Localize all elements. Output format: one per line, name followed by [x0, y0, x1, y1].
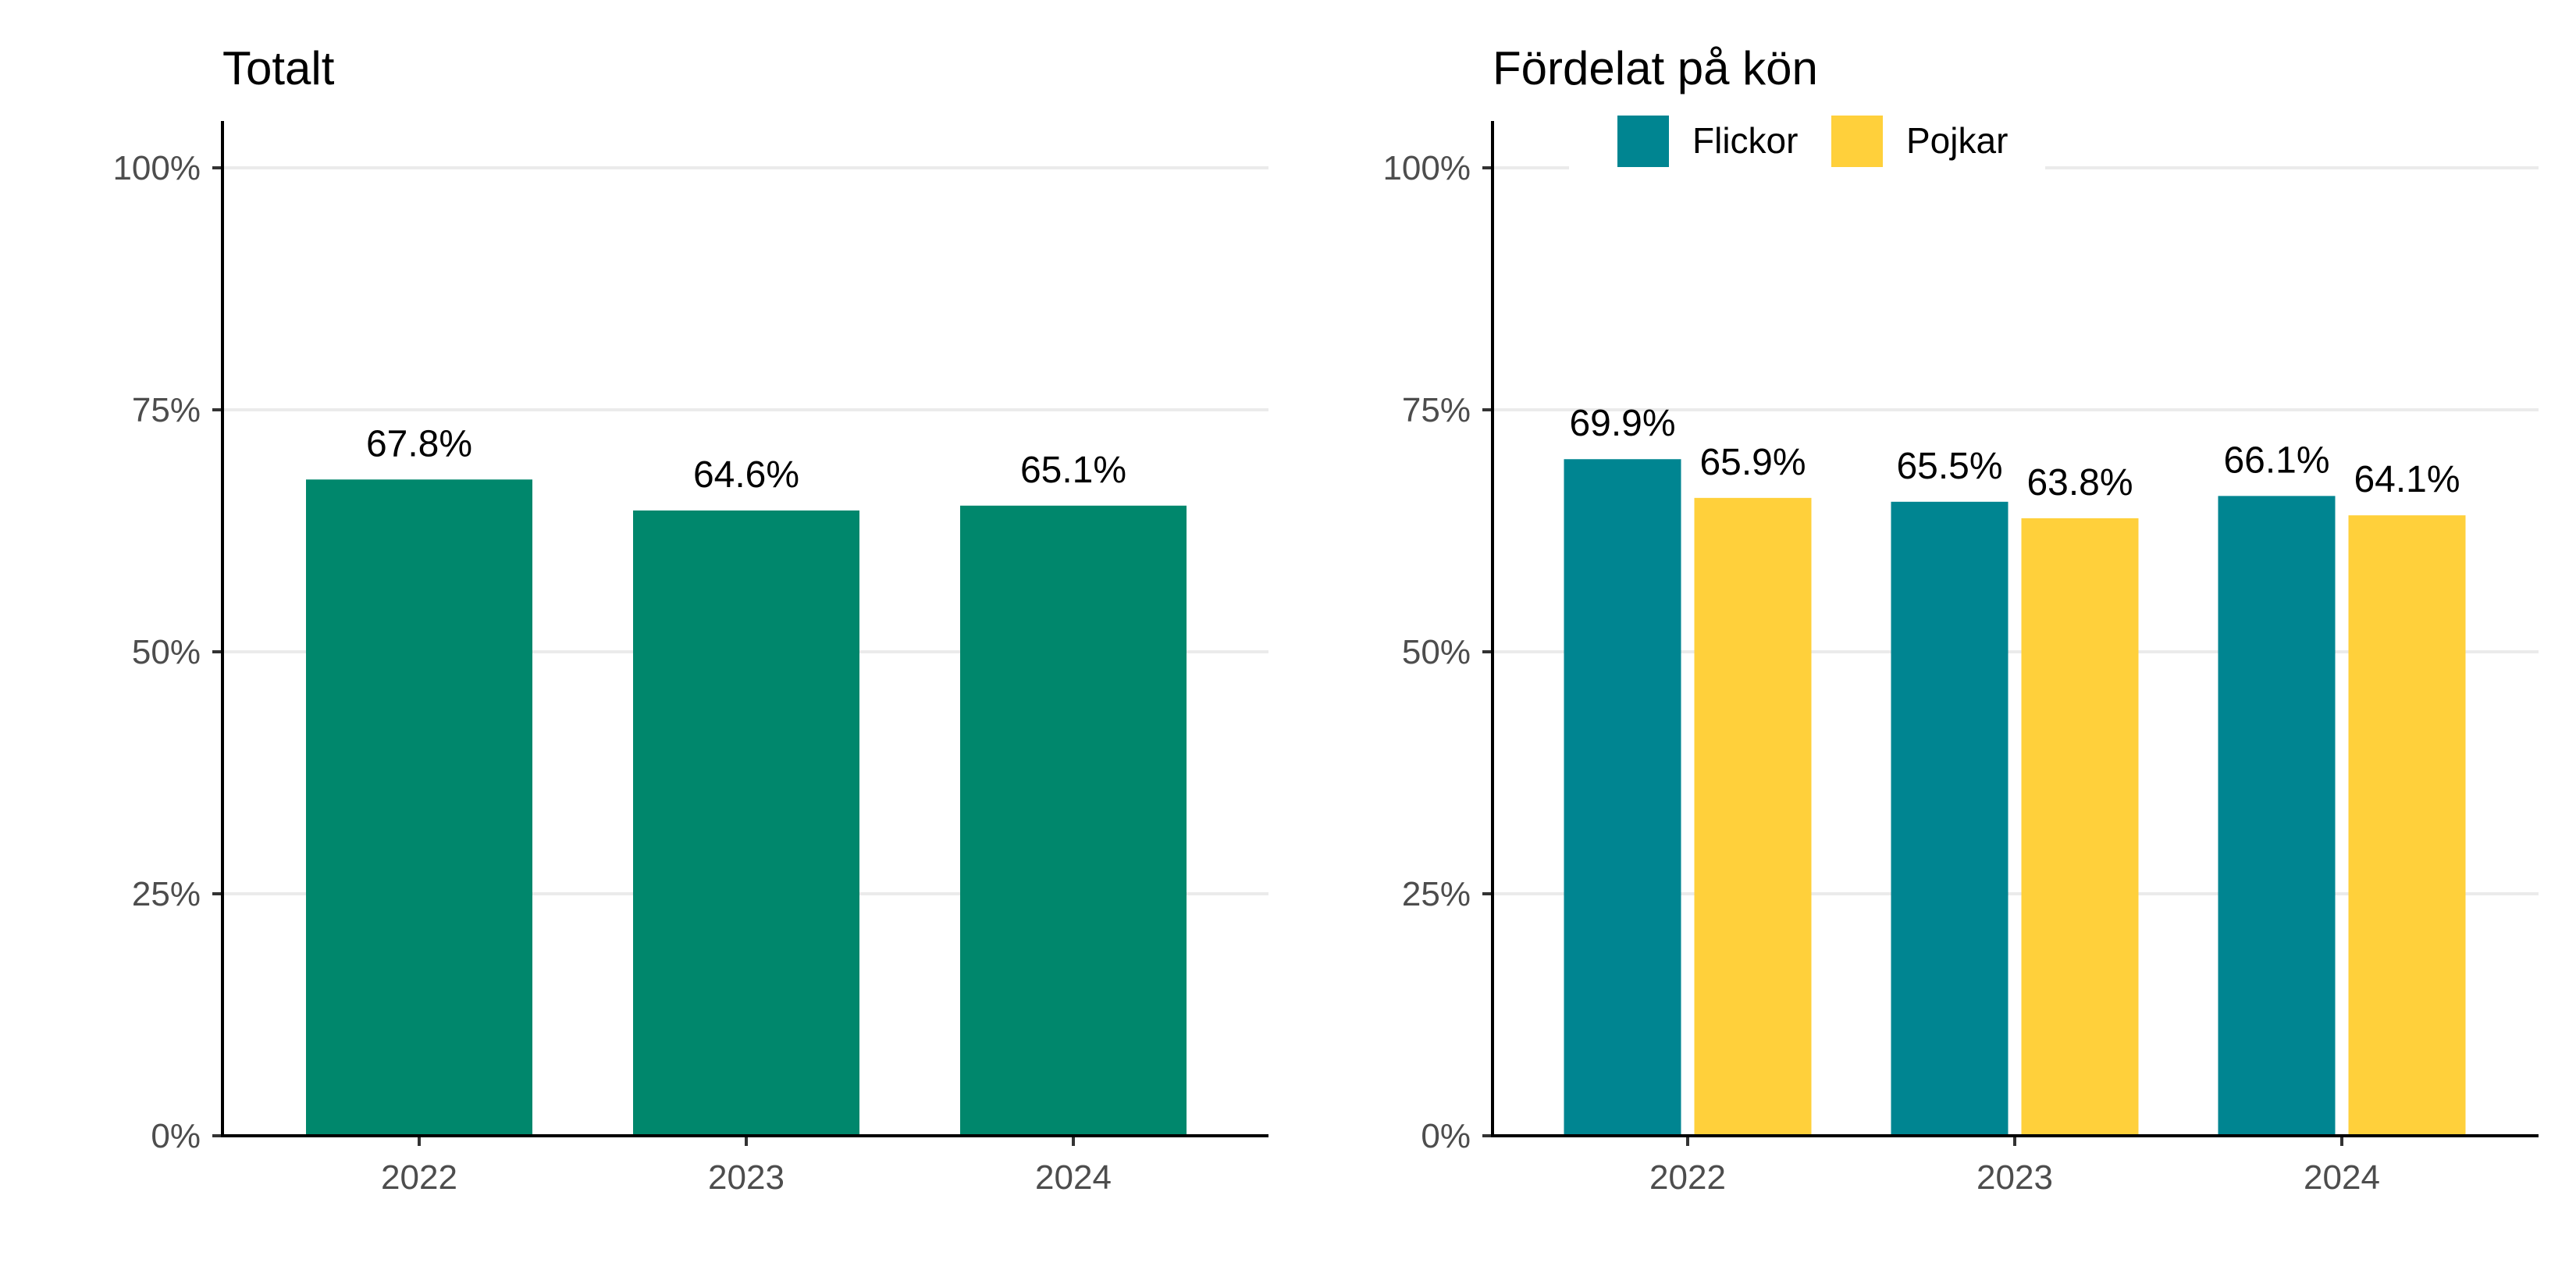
bar-total-2022 [306, 479, 532, 1136]
y-tick-label: 25% [132, 875, 201, 913]
bar-pojkar-2022 [1694, 497, 1812, 1136]
y-axis-ticks: 0% 25% 50% 75% 100% [112, 149, 222, 1155]
y-tick-label: 100% [112, 149, 201, 187]
chart-panel-fordelat-pa-kon: Fördelat på kön Flickor Pojkar 69.9% 65.9… [1382, 42, 2539, 1197]
y-tick-label: 75% [1402, 391, 1471, 429]
data-label: 67.8% [366, 423, 472, 464]
data-labels: 67.8% 64.6% 65.1% [366, 423, 1126, 496]
y-tick-label: 75% [132, 391, 201, 429]
data-labels: 69.9% 65.9% 65.5% 63.8% 66.1% 64.1% [1569, 403, 2460, 503]
y-tick-label: 50% [1402, 633, 1471, 671]
x-axis-ticks: 2022 2023 2024 [381, 1136, 1112, 1197]
data-label: 65.9% [1699, 442, 1806, 483]
x-tick-label: 2024 [1035, 1158, 1112, 1197]
legend-label-pojkar: Pojkar [1906, 120, 2008, 161]
data-label: 69.9% [1569, 403, 1675, 444]
bar-pojkar-2023 [2021, 518, 2139, 1136]
y-tick-label: 0% [1421, 1117, 1471, 1155]
y-tick-label: 100% [1382, 149, 1471, 187]
legend-swatch-flickor [1617, 116, 1669, 167]
data-label: 65.1% [1020, 450, 1126, 491]
data-label: 64.1% [2354, 459, 2460, 500]
y-axis-ticks: 0% 25% 50% 75% 100% [1382, 149, 1493, 1155]
y-tick-label: 25% [1402, 875, 1471, 913]
legend: Flickor Pojkar [1569, 109, 2045, 180]
data-label: 63.8% [2026, 462, 2133, 503]
y-tick-label: 50% [132, 633, 201, 671]
chart-title: Fördelat på kön [1493, 42, 1818, 94]
x-tick-label: 2023 [1976, 1158, 2053, 1197]
bar-total-2024 [960, 505, 1187, 1136]
legend-label-flickor: Flickor [1692, 120, 1798, 161]
bar-total-2023 [633, 510, 859, 1136]
x-tick-label: 2022 [1649, 1158, 1726, 1197]
bar-flickor-2022 [1564, 459, 1681, 1136]
x-tick-label: 2024 [2304, 1158, 2380, 1197]
data-label: 64.6% [693, 454, 799, 496]
x-tick-label: 2023 [708, 1158, 785, 1197]
chart-panel-totalt: Totalt 67.8% 64.6% 65.1% 0% 25% 50% 75% 100% 2… [112, 42, 1268, 1197]
data-label: 66.1% [2223, 439, 2329, 481]
x-axis-ticks: 2022 2023 2024 [1649, 1136, 2380, 1197]
bar-pojkar-2024 [2348, 515, 2466, 1136]
bar-group [1564, 459, 2466, 1136]
bar-group [306, 479, 1187, 1136]
y-tick-label: 0% [151, 1117, 201, 1155]
data-label: 65.5% [1896, 446, 2002, 487]
x-tick-label: 2022 [381, 1158, 457, 1197]
bar-flickor-2023 [1891, 501, 2008, 1136]
chart-title: Totalt [222, 42, 335, 94]
bar-flickor-2024 [2218, 496, 2336, 1136]
legend-swatch-pojkar [1831, 116, 1883, 167]
